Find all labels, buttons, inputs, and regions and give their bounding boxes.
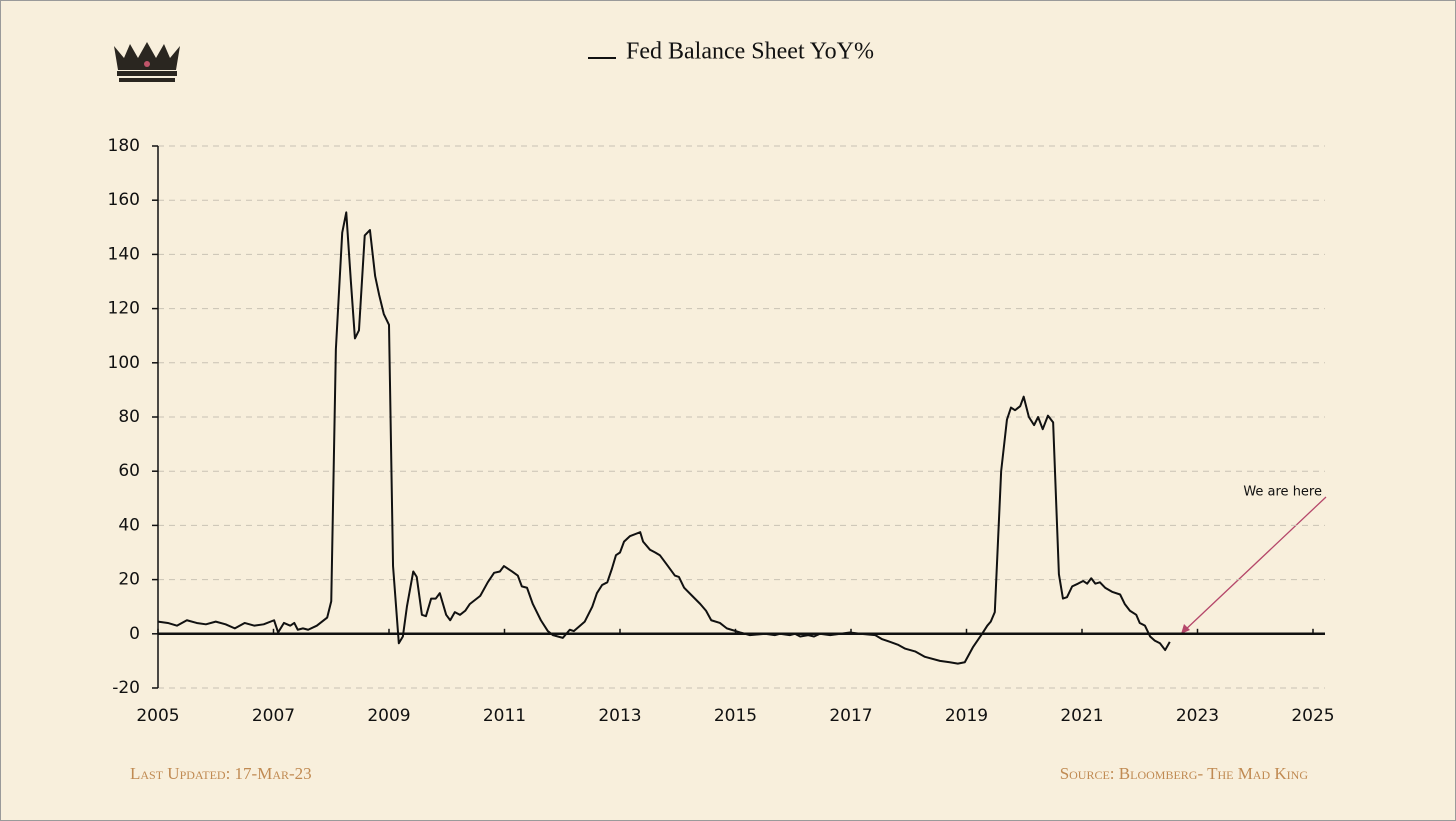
x-tick-label: 2025: [1291, 706, 1334, 726]
footer-right: Source: Bloomberg- The Mad King: [1060, 764, 1309, 783]
annotation-arrow: [1182, 496, 1327, 633]
y-tick-label: 80: [118, 407, 140, 427]
x-tick-label: 2015: [714, 706, 757, 726]
y-tick-label: 0: [129, 624, 140, 644]
footer-left: Last Updated: 17-Mar-23: [130, 764, 312, 783]
x-tick-label: 2021: [1060, 706, 1103, 726]
x-tick-label: 2009: [367, 706, 410, 726]
crown-logo: [114, 42, 180, 82]
x-tick-label: 2005: [136, 706, 179, 726]
y-tick-label: -20: [112, 678, 140, 698]
y-tick-label: 60: [118, 461, 140, 481]
x-tick-label: 2013: [598, 706, 641, 726]
y-tick-label: 160: [108, 190, 140, 210]
x-tick-label: 2007: [252, 706, 295, 726]
y-tick-label: 100: [108, 353, 140, 373]
y-tick-label: 140: [108, 244, 140, 264]
y-tick-label: 40: [118, 515, 140, 535]
data-line: [157, 211, 1171, 665]
arrow-head: [1181, 624, 1190, 634]
y-tick-label: 180: [108, 136, 140, 156]
annotation: We are here: [1243, 485, 1322, 500]
x-tick-label: 2017: [829, 706, 872, 726]
x-tick-label: 2019: [945, 706, 988, 726]
x-tick-label: 2023: [1176, 706, 1219, 726]
x-tick-label: 2011: [483, 706, 526, 726]
y-tick-label: 120: [108, 299, 140, 319]
legend-label: Fed Balance Sheet YoY%: [626, 39, 874, 65]
y-tick-label: 20: [118, 570, 140, 590]
